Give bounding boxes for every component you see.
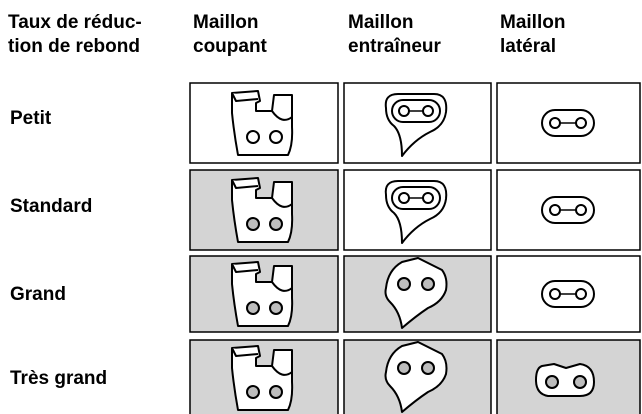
driver-icon <box>384 341 448 413</box>
header-cell: Taux de réduc- <box>8 12 142 33</box>
header-cell: Maillon <box>348 12 413 33</box>
header-cell: Maillon <box>193 12 258 33</box>
row-label: Standard <box>10 196 92 217</box>
side-icon <box>535 363 595 397</box>
header-cell: latéral <box>500 36 556 57</box>
driver-icon <box>384 180 448 244</box>
side-icon <box>541 109 595 137</box>
header-cell: entraîneur <box>348 36 442 57</box>
cutter-icon <box>231 261 294 327</box>
row-label: Grand <box>10 284 66 305</box>
row-label: Petit <box>10 108 52 129</box>
row-label: Très grand <box>10 368 107 389</box>
cutter-icon <box>231 345 294 411</box>
header-cell: Maillon <box>500 12 565 33</box>
header-cell: coupant <box>193 36 268 57</box>
side-icon <box>541 196 595 224</box>
side-icon <box>541 280 595 308</box>
cutter-icon <box>231 90 294 156</box>
header-cell: tion de rebond <box>8 36 140 57</box>
driver-icon <box>384 93 448 157</box>
cutter-icon <box>231 177 294 243</box>
driver-icon <box>384 257 448 329</box>
